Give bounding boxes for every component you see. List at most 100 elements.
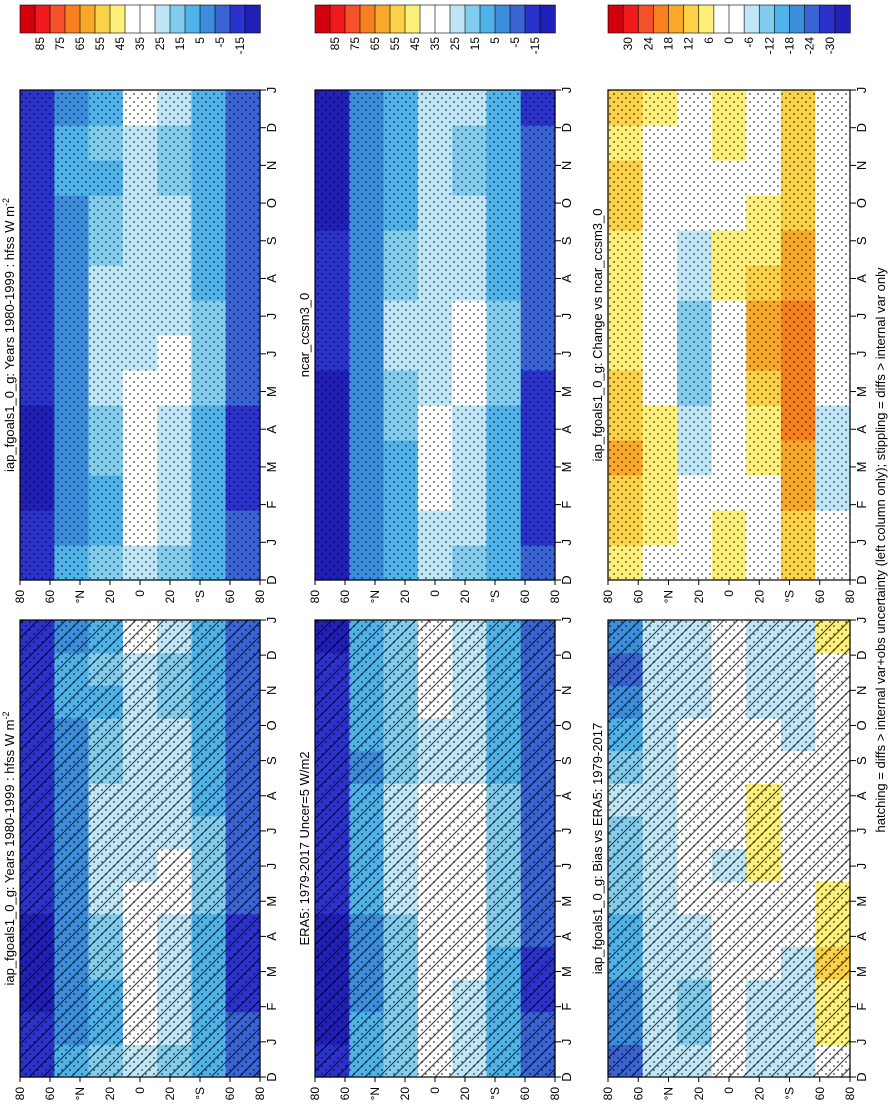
lat-tick-label: 20 [752, 590, 766, 604]
month-tick-label: J [264, 1039, 279, 1046]
colorbar-swatch [344, 4, 361, 34]
month-tick-label: J [559, 828, 574, 835]
panel-title: iap_fgoals1_0_g: Change vs ncar_ccsm3_0 [590, 209, 605, 462]
month-tick-label: J [264, 863, 279, 870]
month-tick-label: O [559, 720, 574, 730]
colorbar-swatch [804, 4, 821, 34]
colorbar: 85 75 65 55 45 35 25 15 5 -5 -15 [19, 4, 261, 54]
month-tick-label: M [854, 966, 869, 977]
colorbar-tick-label: 75 [53, 37, 67, 51]
panel-ref_ncar: D J F M A M J J A S O N D J 80 60 °N 20 0 20 °S 60 80 ncar_ccsm… [297, 4, 574, 604]
panel-title: iap_fgoals1_0_g: Bias vs ERA5: 1979-2017 [590, 723, 605, 975]
colorbar-swatch [743, 4, 760, 34]
month-tick-label: A [264, 791, 279, 800]
colorbar-tick-label: 25 [448, 37, 462, 51]
month-tick-label: S [854, 756, 869, 765]
panel-title: iap_fgoals1_0_g: Years 1980-1999 : hfss … [1, 712, 17, 986]
colorbar-tick-label: -18 [783, 37, 797, 55]
colorbar-swatch [774, 4, 791, 34]
colorbar-swatch [244, 4, 261, 34]
month-tick-label: D [264, 123, 279, 132]
month-tick-label: J [264, 351, 279, 358]
month-tick-label: O [264, 198, 279, 208]
stippling-overlay [20, 90, 260, 580]
month-tick-label: M [264, 386, 279, 397]
lat-tick-label: 80 [548, 1087, 562, 1100]
colorbar-tick-label: 30 [621, 37, 635, 51]
month-tick-label: N [559, 686, 574, 695]
lat-tick-label: 80 [843, 1087, 857, 1100]
colorbar-swatch [464, 4, 481, 34]
lat-tick-label: 80 [843, 590, 857, 604]
lat-tick-label: 20 [398, 590, 412, 604]
month-tick-label: S [559, 236, 574, 245]
colorbar-swatch [314, 4, 331, 34]
lat-tick-label: °S [488, 590, 502, 603]
colorbar-tick-label: 65 [368, 37, 382, 51]
month-tick-label: N [264, 161, 279, 170]
lat-tick-label: 80 [253, 590, 267, 604]
colorbar-tick-label: 25 [153, 37, 167, 51]
panel-title-superscript: -2 [1, 198, 11, 206]
colorbar-tick-label: 45 [408, 37, 422, 51]
colorbar-swatch [637, 4, 655, 34]
colorbar-tick-label: 12 [682, 37, 696, 51]
month-tick-label: O [559, 198, 574, 208]
month-tick-label: J [559, 863, 574, 870]
month-tick-label: F [559, 1003, 574, 1011]
colorbar-tick-label: 15 [468, 37, 482, 51]
colorbar-swatch [622, 4, 639, 34]
colorbar-tick-label: -6 [742, 37, 756, 48]
hatching-overlay [315, 620, 555, 1077]
lat-tick-label: °S [783, 1087, 797, 1100]
colorbar: 85 75 65 55 45 35 25 15 5 -5 -15 [314, 4, 556, 55]
hatching-overlay [20, 620, 260, 1077]
colorbar-swatch [229, 4, 246, 34]
month-tick-label: O [854, 720, 869, 730]
month-tick-label: J [854, 617, 869, 624]
month-tick-label: M [854, 462, 869, 473]
lat-tick-label: °N [73, 1087, 87, 1100]
stippling-overlay [315, 90, 555, 580]
lat-tick-label: 80 [308, 590, 322, 604]
month-tick-label: J [854, 87, 869, 94]
lat-tick-label: °N [368, 1087, 382, 1100]
lat-tick-label: 20 [103, 590, 117, 604]
colorbar-swatch [64, 4, 81, 34]
colorbar-tick-label: -5 [508, 37, 522, 48]
month-tick-label: F [854, 1003, 869, 1011]
month-tick-label: D [559, 575, 574, 584]
lat-tick-label: 20 [398, 1087, 412, 1100]
month-tick-label: J [264, 539, 279, 546]
lat-tick-label: 80 [13, 1087, 27, 1100]
colorbar-swatch [419, 4, 436, 34]
month-tick-label: A [559, 932, 574, 941]
colorbar-swatch [109, 4, 126, 34]
colorbar-tick-label: -5 [213, 37, 227, 48]
colorbar-tick-label: 45 [113, 37, 127, 51]
panel-title: ncar_ccsm3_0 [297, 293, 312, 378]
colorbar-tick-label: -15 [528, 37, 542, 55]
lat-tick-label: 80 [253, 1087, 267, 1100]
lat-tick-label: 60 [518, 590, 532, 604]
month-tick-label: J [854, 828, 869, 835]
colorbar-swatch [668, 4, 685, 34]
lat-tick-label: 60 [338, 1087, 352, 1100]
lat-tick-label: °S [488, 1087, 502, 1100]
lat-tick-label: 60 [43, 1087, 57, 1100]
lat-tick-label: 0 [428, 590, 442, 597]
panel-obs_era5: D J F M A M J J A S O N D J 80 60 °N 20 0 20 °S 60 80 ERA5: 197… [297, 617, 574, 1101]
colorbar-swatch [154, 4, 171, 34]
colorbar-tick-label: 35 [133, 37, 147, 51]
lat-tick-label: 60 [43, 590, 57, 604]
lat-tick-label: 60 [631, 1087, 645, 1100]
month-tick-label: O [854, 198, 869, 208]
month-tick-label: M [264, 462, 279, 473]
lat-tick-label: °S [783, 590, 797, 603]
month-tick-label: A [264, 274, 279, 283]
month-tick-label: J [264, 313, 279, 320]
month-tick-label: J [264, 617, 279, 624]
colorbar-swatch [404, 4, 421, 34]
